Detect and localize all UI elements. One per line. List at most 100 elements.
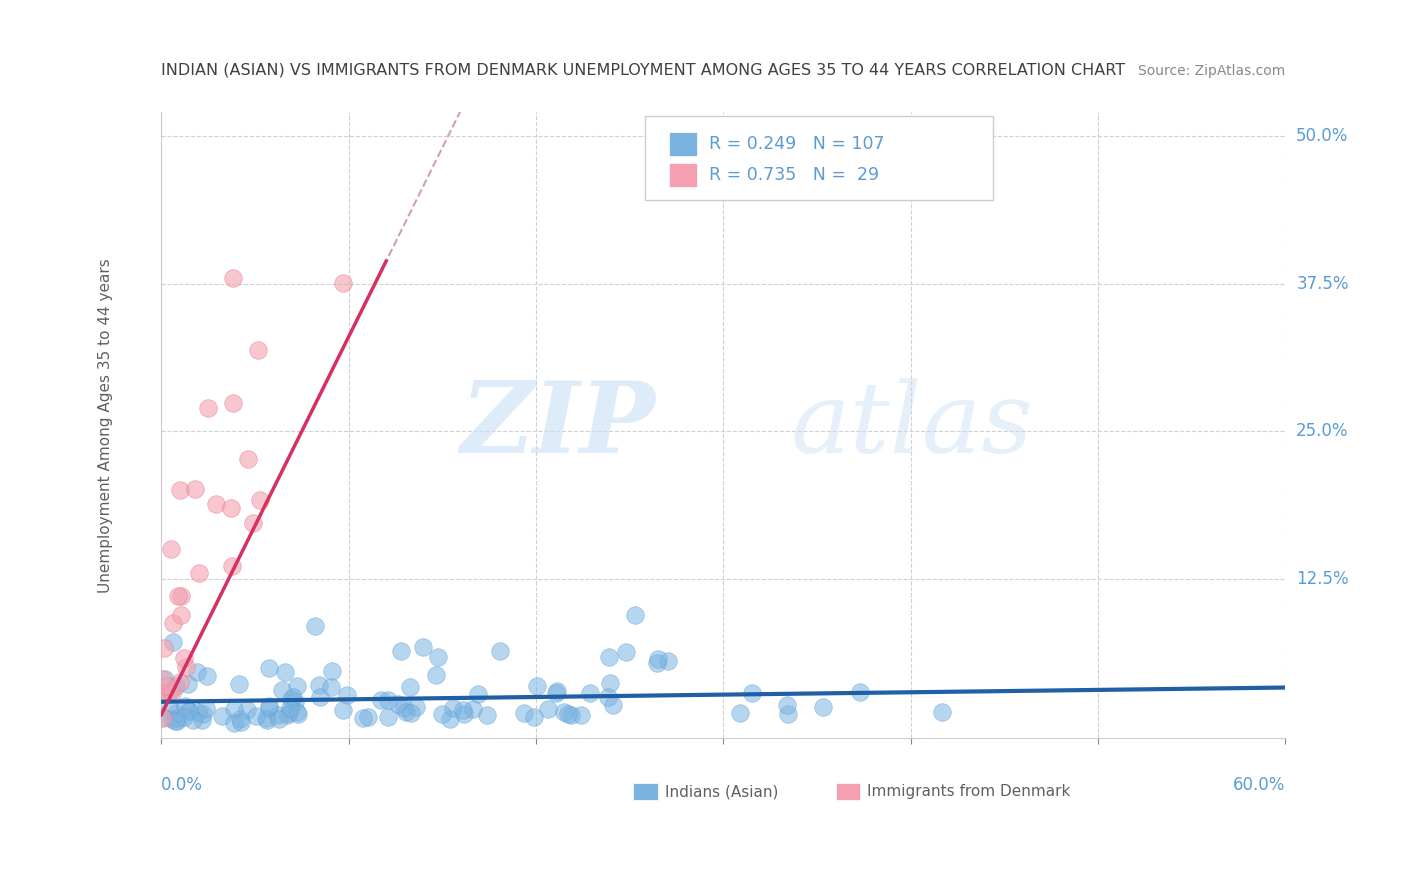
- Point: [169, 675, 191, 690]
- Point: [170, 589, 193, 603]
- FancyBboxPatch shape: [644, 115, 993, 200]
- Point: [197, 401, 219, 415]
- Point: [811, 700, 834, 714]
- FancyBboxPatch shape: [835, 783, 860, 799]
- Point: [598, 649, 620, 664]
- Point: [222, 701, 245, 715]
- Text: 25.0%: 25.0%: [1296, 422, 1348, 441]
- Point: [332, 277, 354, 291]
- Point: [221, 558, 243, 573]
- Point: [179, 704, 201, 718]
- Point: [546, 684, 568, 698]
- Point: [513, 706, 536, 721]
- Point: [614, 645, 637, 659]
- Point: [165, 679, 187, 693]
- Point: [280, 691, 302, 706]
- Point: [254, 711, 277, 725]
- Point: [166, 711, 188, 725]
- Point: [269, 712, 291, 726]
- Point: [242, 516, 264, 531]
- Point: [553, 705, 575, 719]
- Text: atlas: atlas: [790, 377, 1033, 473]
- Point: [776, 698, 799, 712]
- Point: [560, 708, 582, 723]
- Point: [571, 707, 593, 722]
- Text: 50.0%: 50.0%: [1296, 127, 1348, 145]
- Point: [177, 677, 200, 691]
- Point: [245, 708, 267, 723]
- Point: [387, 697, 409, 711]
- Point: [624, 608, 647, 623]
- Point: [165, 714, 187, 729]
- Text: R = 0.735   N =  29: R = 0.735 N = 29: [709, 166, 879, 184]
- Point: [546, 686, 568, 700]
- Point: [284, 695, 307, 709]
- Point: [152, 711, 174, 725]
- Point: [169, 483, 191, 498]
- Point: [430, 707, 453, 722]
- Point: [285, 679, 308, 693]
- Point: [370, 692, 392, 706]
- Point: [160, 713, 183, 727]
- Text: Unemployment Among Ages 35 to 44 years: Unemployment Among Ages 35 to 44 years: [97, 258, 112, 592]
- Point: [356, 710, 378, 724]
- Point: [257, 701, 280, 715]
- Point: [285, 705, 308, 719]
- Point: [191, 706, 214, 721]
- Point: [165, 706, 187, 720]
- Point: [186, 665, 208, 679]
- Point: [173, 710, 195, 724]
- Point: [150, 687, 173, 701]
- Point: [399, 680, 422, 694]
- Point: [266, 708, 288, 723]
- Point: [395, 705, 418, 719]
- Point: [191, 713, 214, 727]
- Point: [537, 702, 560, 716]
- Point: [352, 711, 374, 725]
- Text: R = 0.249   N = 107: R = 0.249 N = 107: [709, 135, 884, 153]
- Point: [152, 710, 174, 724]
- Point: [174, 699, 197, 714]
- Point: [389, 644, 412, 658]
- Point: [377, 710, 399, 724]
- Point: [451, 702, 474, 716]
- Point: [931, 705, 953, 719]
- Point: [159, 702, 181, 716]
- FancyBboxPatch shape: [633, 783, 658, 799]
- Point: [463, 702, 485, 716]
- Point: [211, 709, 233, 723]
- Point: [173, 650, 195, 665]
- Point: [475, 707, 498, 722]
- Point: [195, 668, 218, 682]
- Point: [222, 396, 245, 410]
- Point: [523, 710, 546, 724]
- Point: [257, 661, 280, 675]
- Point: [150, 672, 173, 686]
- Point: [276, 707, 298, 722]
- Point: [439, 712, 461, 726]
- Point: [557, 706, 579, 721]
- Point: [174, 660, 197, 674]
- Point: [399, 706, 422, 720]
- Text: ZIP: ZIP: [461, 377, 655, 474]
- Point: [160, 686, 183, 700]
- Point: [246, 343, 269, 357]
- Point: [277, 706, 299, 721]
- Point: [309, 690, 332, 704]
- Point: [166, 714, 188, 728]
- Point: [467, 687, 489, 701]
- Point: [453, 706, 475, 721]
- Point: [224, 715, 246, 730]
- Point: [657, 654, 679, 668]
- Point: [256, 714, 278, 728]
- Text: 12.5%: 12.5%: [1296, 570, 1348, 588]
- Point: [229, 714, 252, 729]
- Point: [321, 664, 343, 678]
- Point: [596, 690, 619, 705]
- FancyBboxPatch shape: [669, 163, 697, 186]
- Point: [281, 690, 304, 705]
- Point: [221, 270, 243, 285]
- Point: [156, 679, 179, 693]
- Point: [162, 615, 184, 630]
- Point: [332, 703, 354, 717]
